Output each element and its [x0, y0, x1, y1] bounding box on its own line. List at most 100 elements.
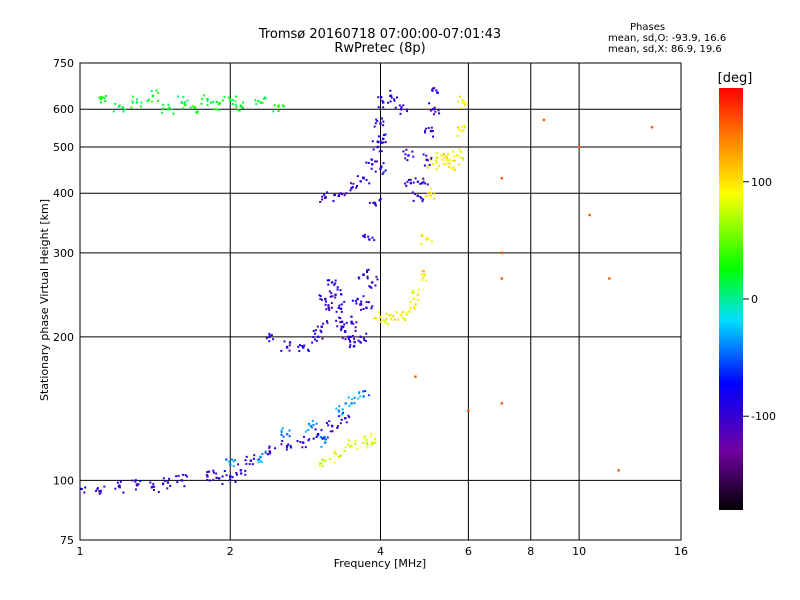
data-point-speckle: [356, 175, 359, 178]
data-point-speckle: [380, 117, 383, 120]
data-point-speckle: [336, 325, 339, 328]
data-point-speckle: [100, 96, 103, 99]
data-point-speckle: [283, 340, 286, 343]
data-point-speckle: [162, 477, 165, 480]
data-point: [425, 238, 428, 241]
data-point: [320, 325, 323, 328]
data-point-speckle: [328, 308, 331, 311]
data-point-speckle: [366, 443, 369, 446]
data-point-speckle: [282, 435, 285, 438]
data-point-speckle: [330, 306, 333, 309]
data-point-speckle: [328, 279, 331, 282]
data-point-speckle: [457, 128, 460, 131]
data-point-speckle: [343, 194, 346, 197]
data-point-speckle: [328, 420, 331, 423]
data-point-speckle: [447, 152, 450, 155]
data-point: [344, 417, 347, 420]
data-point-speckle: [427, 159, 430, 162]
data-point-speckle: [372, 148, 375, 151]
data-point-speckle: [268, 336, 271, 339]
data-point-speckle: [384, 169, 387, 172]
data-point-speckle: [404, 182, 407, 185]
colorbar-label: [deg]: [718, 71, 753, 86]
data-point-speckle: [170, 108, 173, 111]
x-tick-label: 2: [227, 545, 234, 558]
data-point: [356, 297, 359, 301]
data-point-speckle: [456, 134, 459, 137]
data-point-speckle: [404, 157, 407, 160]
data-point: [353, 340, 356, 344]
data-point: [99, 489, 102, 493]
data-point-speckle: [373, 125, 376, 128]
data-point-speckle: [345, 421, 348, 424]
data-point-speckle: [428, 163, 431, 166]
data-point-speckle: [445, 157, 448, 160]
data-point-speckle: [183, 103, 186, 106]
data-point-speckle: [322, 436, 325, 439]
data-point: [301, 441, 305, 444]
data-point-speckle: [215, 472, 218, 475]
data-point-speckle: [392, 315, 395, 318]
data-point-speckle: [301, 446, 304, 449]
data-point-speckle: [212, 108, 215, 111]
x-tick-label: 4: [377, 545, 384, 558]
data-point-speckle: [345, 321, 348, 324]
data-point: [259, 455, 262, 459]
data-point-speckle: [320, 462, 323, 465]
data-point-speckle: [377, 135, 380, 138]
data-point: [166, 108, 170, 111]
data-point-speckle: [343, 329, 346, 332]
data-point-speckle: [380, 142, 383, 145]
data-point-speckle: [348, 445, 351, 448]
data-point-speckle: [405, 184, 408, 187]
data-point-speckle: [206, 99, 209, 102]
data-point-speckle: [340, 307, 343, 310]
data-point-speckle: [399, 112, 402, 115]
data-point-speckle: [345, 192, 348, 195]
data-point-speckle: [336, 426, 339, 429]
data-point-speckle: [330, 302, 333, 305]
data-point-speckle: [164, 480, 167, 483]
data-point-speckle: [364, 340, 367, 343]
x-tick-label: 8: [527, 545, 534, 558]
data-point-speckle: [316, 434, 319, 437]
data-point-speckle: [245, 455, 248, 458]
data-point: [399, 313, 403, 317]
data-point-speckle: [374, 170, 377, 173]
data-point-speckle: [374, 122, 377, 125]
data-point-speckle: [426, 164, 429, 167]
data-point-speckle: [357, 339, 360, 342]
data-point-speckle: [342, 325, 345, 328]
data-point-speckle: [389, 313, 392, 316]
data-point-speckle: [334, 296, 337, 299]
data-point-speckle: [281, 104, 284, 107]
data-point-speckle: [99, 491, 102, 494]
data-point-speckle: [103, 97, 106, 100]
data-point: [376, 145, 379, 149]
data-point-speckle: [339, 192, 342, 195]
data-point: [373, 202, 377, 206]
data-point: [324, 297, 327, 301]
data-point-speckle: [333, 461, 336, 464]
data-point-speckle: [449, 166, 452, 169]
data-point-speckle: [359, 303, 362, 306]
data-point-speckle: [458, 148, 461, 151]
data-point-speckle: [338, 192, 341, 195]
data-point-speckle: [268, 452, 271, 455]
data-point-speckle: [460, 106, 463, 109]
data-point: [362, 441, 365, 444]
data-point-speckle: [296, 440, 299, 443]
data-point-speckle: [182, 95, 185, 98]
data-point-speckle: [380, 165, 383, 168]
data-point: [324, 441, 327, 444]
data-point-speckle: [338, 304, 341, 307]
data-point-speckle: [344, 338, 347, 341]
data-point: [650, 126, 654, 129]
data-point-speckle: [363, 236, 366, 239]
data-point-speckle: [464, 100, 467, 103]
data-point-speckle: [328, 290, 331, 293]
data-point-speckle: [229, 479, 232, 482]
data-point-speckle: [312, 437, 315, 440]
data-point-speckle: [205, 473, 208, 476]
data-point: [217, 477, 221, 480]
